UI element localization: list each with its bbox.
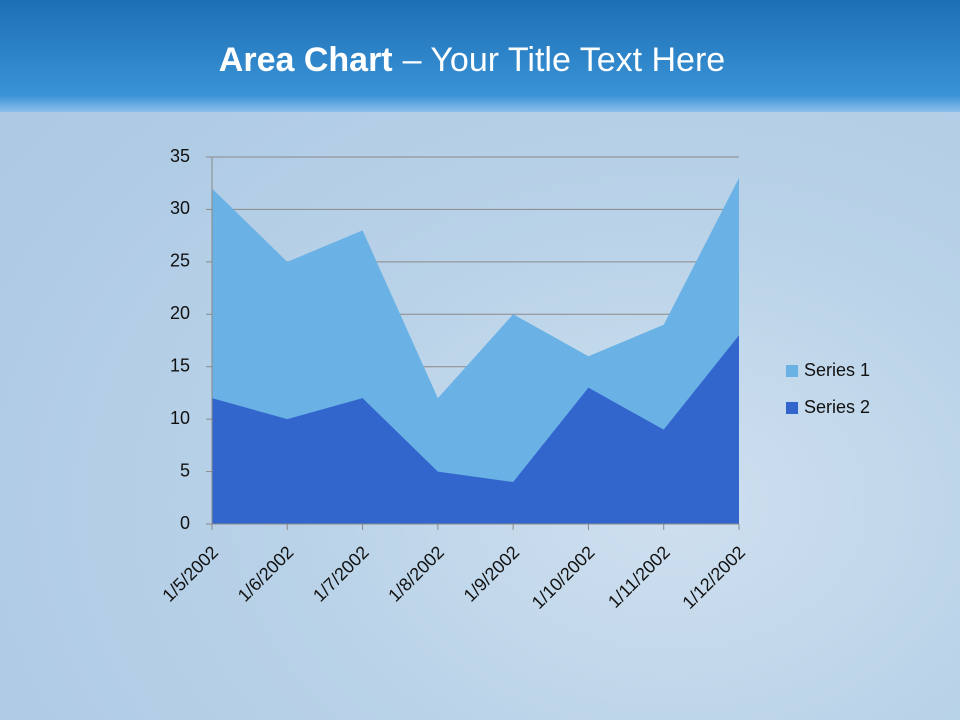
y-tick-label: 10 [170, 408, 190, 428]
legend-label: Series 1 [804, 360, 870, 380]
y-tick-label: 25 [170, 251, 190, 271]
chart-title: Area Chart – Your Title Text Here [219, 41, 725, 79]
y-tick-label: 5 [180, 460, 190, 480]
y-tick-label: 0 [180, 513, 190, 533]
legend-swatch [786, 402, 798, 414]
x-tick-label: 1/5/2002 [158, 542, 222, 606]
title-band [0, 0, 960, 112]
x-tick-label: 1/9/2002 [460, 542, 524, 606]
title-rest: – Your Title Text Here [403, 41, 726, 79]
area [212, 335, 739, 524]
title-bold: Area Chart [219, 41, 393, 79]
x-tick-label: 1/12/2002 [678, 542, 749, 613]
y-tick-label: 15 [170, 355, 190, 375]
x-tick-label: 1/6/2002 [234, 542, 298, 606]
x-tick-label: 1/7/2002 [309, 542, 373, 606]
x-tick-label: 1/11/2002 [604, 542, 674, 612]
x-tick-label: 1/8/2002 [384, 542, 448, 606]
y-tick-label: 20 [170, 303, 190, 323]
y-tick-label: 35 [170, 146, 190, 166]
legend-label: Series 2 [804, 397, 870, 417]
legend-swatch [786, 365, 798, 377]
x-tick-label: 1/10/2002 [528, 542, 599, 613]
y-tick-label: 30 [170, 198, 190, 218]
